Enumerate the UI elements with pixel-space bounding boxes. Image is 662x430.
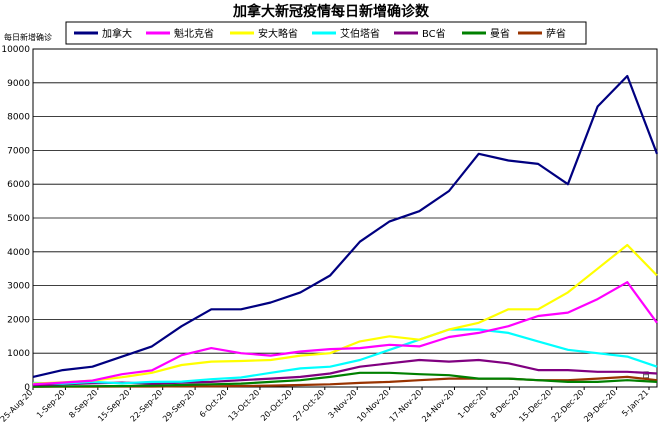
x-tick-label: 29-Sep-20 [161, 388, 197, 424]
series-line [32, 371, 658, 388]
legend-label: BC省 [422, 27, 446, 40]
y-tick-label: 5000 [7, 214, 30, 224]
x-tick-label: 3-Nov-20 [326, 388, 358, 420]
legend-label: 曼省 [490, 27, 510, 40]
x-tick-label: 13-Oct-20 [227, 388, 262, 423]
x-tick-label: 27-Oct-20 [291, 388, 326, 423]
series-group [32, 74, 659, 388]
legend-label: 魁北克省 [174, 27, 214, 40]
legend-label: 艾伯塔省 [340, 27, 380, 40]
series-line [32, 74, 659, 378]
y-tick-label: 9000 [7, 79, 30, 89]
x-tick-label: 25-Aug-20 [0, 388, 34, 424]
grid [33, 48, 657, 388]
legend-label: 萨省 [546, 27, 566, 40]
x-tick-label: 15-Dec-20 [517, 388, 553, 424]
x-tick-label: 8-Sep-20 [67, 388, 99, 420]
y-tick-label: 7000 [7, 146, 30, 156]
legend-label: 加拿大 [102, 27, 132, 40]
plot-area [32, 48, 658, 388]
x-tick-label: 17-Nov-20 [388, 388, 424, 424]
y-tick-label: 2000 [7, 315, 30, 325]
series-line [32, 328, 658, 385]
x-axis-label: 日 [642, 371, 650, 380]
x-tick-label: 1-Dec-20 [456, 388, 488, 420]
chart-title: 加拿大新冠疫情每日新增确诊数 [232, 3, 430, 20]
x-tick-label: 5-Jan-21 [620, 388, 650, 418]
y-tick-label: 4000 [7, 248, 30, 258]
x-tick-label: 8-Dec-20 [489, 388, 521, 420]
x-tick-label: 22-Dec-20 [550, 388, 586, 424]
y-tick-label: 3000 [7, 282, 30, 292]
x-tick-label: 15-Sep-20 [96, 388, 132, 424]
y-tick-label: 1000 [7, 349, 30, 359]
y-tick-label: 8000 [7, 113, 30, 123]
x-tick-label: 22-Sep-20 [129, 388, 165, 424]
y-tick-label: 0 [24, 383, 30, 393]
series-line [32, 243, 658, 385]
y-tick-label: 10000 [1, 45, 30, 55]
legend-label: 安大略省 [258, 27, 298, 40]
legend-entries: 加拿大 魁北克省 安大略省 艾伯塔省 BC省 曼省 萨省 [74, 27, 566, 40]
series-line [32, 281, 658, 386]
x-tick-label: 1-Sep-20 [35, 388, 67, 420]
x-tick-label: 29-Dec-20 [582, 388, 618, 424]
y-tick-label: 6000 [7, 180, 30, 190]
y-axis-label: 每日新增确诊 [4, 32, 52, 42]
x-tick-label: 6-Oct-20 [198, 388, 229, 419]
x-tick-label: 24-Nov-20 [420, 388, 456, 424]
x-tick-label: 20-Oct-20 [259, 388, 294, 423]
x-tick-label: 10-Nov-20 [355, 388, 391, 424]
